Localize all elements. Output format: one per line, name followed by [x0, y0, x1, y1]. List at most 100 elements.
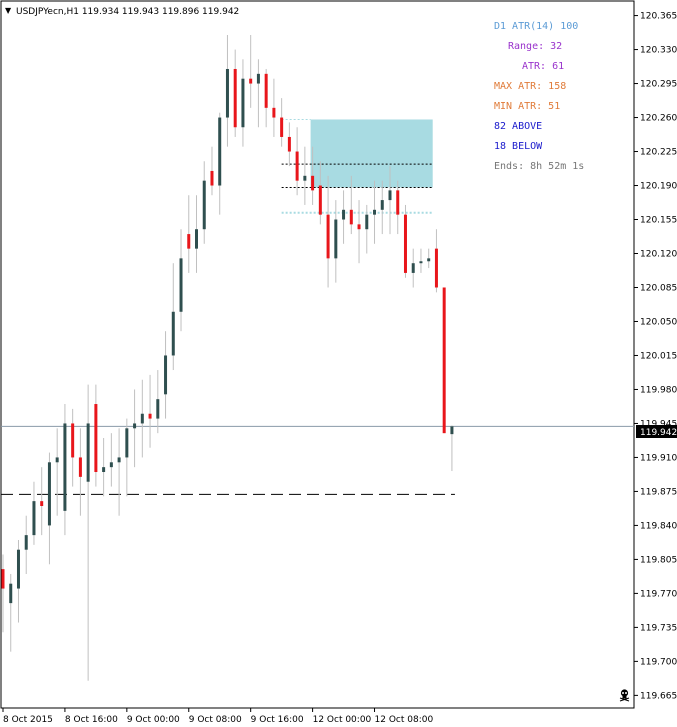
- price-axis[interactable]: 120.365 120.330 120.295 120.260 120.225 120.1…: [634, 12, 677, 702]
- bear-candle-body: [148, 413, 152, 419]
- x-tick-label: 8 Oct 16:00: [65, 715, 118, 725]
- indicator-line: ATR: 61: [522, 61, 564, 72]
- candle: [434, 229, 438, 293]
- indicator-line: 82 ABOVE: [494, 121, 542, 132]
- bear-candle-body: [326, 214, 330, 259]
- candle: [195, 195, 198, 273]
- bull-candle-body: [342, 209, 346, 220]
- candle: [287, 122, 291, 167]
- bull-candle-body: [63, 423, 67, 511]
- candle: [125, 418, 129, 497]
- y-tick-label: 119.665: [640, 691, 677, 701]
- candle: [427, 248, 431, 269]
- bear-candle-body: [396, 190, 400, 215]
- candle: [40, 467, 44, 536]
- candle: [63, 404, 67, 536]
- candle: [318, 161, 322, 225]
- bull-candle-body: [241, 78, 245, 128]
- candle: [140, 379, 144, 458]
- y-tick-label: 119.980: [640, 385, 677, 395]
- bull-candle-body: [427, 258, 431, 262]
- bear-candle-body: [40, 501, 44, 506]
- x-tick-label: 8 Oct 2015: [3, 715, 53, 725]
- candle: [210, 146, 214, 196]
- bear-candle-body: [71, 423, 75, 458]
- x-tick-label: 9 Oct 00:00: [127, 715, 180, 725]
- bull-candle-body: [164, 355, 168, 395]
- candle: [148, 374, 152, 448]
- y-tick-label: 120.190: [640, 182, 677, 192]
- atr-indicator-panel: D1 ATR(14) 100 Range: 32 ATR: 61 MAX ATR: 1…: [494, 21, 584, 172]
- candle: [9, 573, 13, 652]
- bull-candle-body: [32, 501, 36, 536]
- candle: [218, 112, 222, 215]
- bull-candle-body: [365, 214, 369, 230]
- candle: [202, 161, 206, 244]
- bull-candle-body: [102, 467, 106, 473]
- candle: [365, 204, 369, 254]
- bear-candle-body: [280, 117, 284, 137]
- bear-candle-body: [249, 78, 253, 84]
- indicator-line: MAX ATR: 158: [494, 81, 566, 92]
- y-tick-label: 120.050: [640, 317, 677, 327]
- candle: [442, 287, 446, 434]
- candle: [16, 539, 20, 623]
- bull-candle-body: [195, 229, 198, 249]
- range-box: [310, 119, 433, 188]
- candle: [380, 180, 384, 235]
- candle: [47, 452, 51, 565]
- indicator-line: 18 BELOW: [494, 141, 543, 152]
- candles-layer: [1, 34, 454, 681]
- candle: [164, 331, 168, 419]
- bull-candle-body: [256, 73, 260, 84]
- bear-candle-body: [287, 136, 291, 152]
- candle: [411, 248, 415, 288]
- bull-candle-body: [133, 423, 137, 429]
- y-tick-label: 119.840: [640, 521, 677, 531]
- x-tick-label: 12 Oct 00:00: [313, 715, 372, 725]
- dashed-levels-layer: [1, 163, 455, 495]
- current-price-label: 119.942: [640, 428, 677, 438]
- x-tick-label: 9 Oct 08:00: [189, 715, 242, 725]
- candle: [32, 481, 36, 545]
- candle: [311, 146, 315, 205]
- candle: [102, 438, 106, 497]
- bull-candle-body: [334, 219, 338, 259]
- menu-dropdown-icon[interactable]: ▼: [5, 6, 12, 15]
- candle: [187, 195, 191, 273]
- candle: [272, 78, 276, 137]
- bear-candle-body: [403, 214, 407, 273]
- candle: [179, 229, 183, 332]
- y-tick-label: 120.365: [640, 12, 677, 22]
- candle: [171, 263, 175, 371]
- time-axis[interactable]: 8 Oct 2015 8 Oct 16:00 9 Oct 00:00 9 Oct 08…: [2, 708, 434, 725]
- candle: [233, 49, 237, 137]
- bull-candle-body: [218, 117, 222, 186]
- bull-candle-body: [140, 413, 144, 424]
- bull-candle-body: [380, 200, 384, 210]
- indicator-line: D1 ATR(14) 100: [494, 21, 578, 32]
- bear-candle-body: [210, 170, 214, 186]
- candle: [264, 68, 268, 128]
- bear-candle-body: [295, 151, 299, 181]
- candle: [1, 554, 5, 633]
- candle: [241, 59, 245, 147]
- skull-icon: [619, 689, 630, 702]
- bull-candle-body: [86, 423, 90, 482]
- x-tick-label: 12 Oct 08:00: [375, 715, 434, 725]
- bull-candle-body: [16, 549, 20, 589]
- candle: [249, 34, 253, 108]
- bull-candle-body: [24, 535, 28, 550]
- bull-candle-body: [179, 258, 183, 312]
- candle: [78, 428, 82, 516]
- candle: [295, 127, 299, 196]
- bear-candle-body: [78, 457, 82, 477]
- bull-candle-body: [419, 261, 423, 264]
- bear-candle-body: [94, 404, 98, 473]
- candle: [342, 190, 346, 244]
- y-tick-label: 119.735: [640, 623, 677, 633]
- bull-candle-body: [125, 428, 129, 458]
- candle: [419, 248, 423, 273]
- candle: [326, 175, 330, 288]
